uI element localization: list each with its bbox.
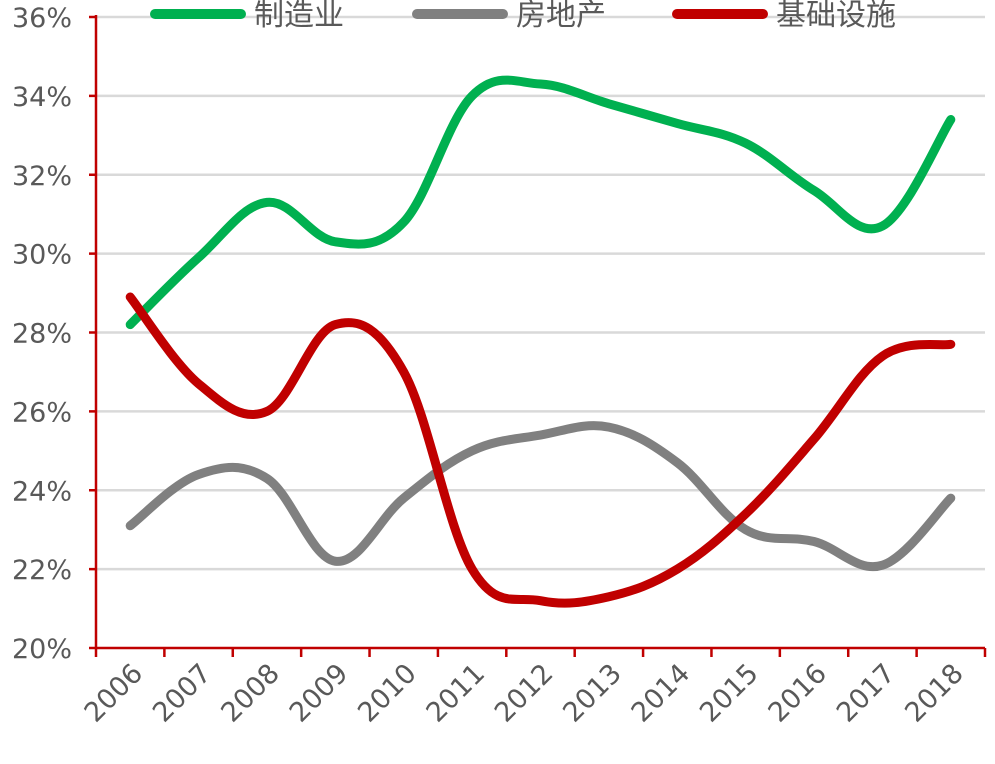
x-tick-label: 2009 (284, 658, 355, 729)
x-tick-label: 2008 (215, 658, 286, 729)
y-tick-label: 30% (12, 240, 72, 271)
legend: 制造业 房地产 基础设施 (150, 0, 896, 33)
y-tick-label: 32% (12, 161, 72, 192)
series-line-1 (125, 75, 956, 330)
x-tick-label: 2010 (352, 658, 423, 729)
x-tick-label: 2013 (557, 658, 628, 729)
x-tick-label: 2007 (147, 658, 218, 729)
x-tick-label: 2011 (421, 658, 492, 729)
x-tick-label: 2018 (899, 658, 970, 729)
gridlines (96, 15, 985, 571)
y-tick-label: 26% (12, 397, 72, 428)
y-tick-label: 22% (12, 555, 72, 586)
axes (89, 15, 987, 657)
x-tick-label: 2006 (79, 658, 150, 729)
legend-label: 制造业 (254, 0, 344, 33)
y-tick-label: 20% (12, 634, 72, 665)
x-tick-label: 2012 (489, 658, 560, 729)
series-line-3 (125, 292, 956, 608)
y-tick-label: 28% (12, 319, 72, 350)
series-lines (125, 75, 956, 608)
x-axis-tick-labels: 2006200720082009201020112012201320142015… (79, 658, 970, 729)
x-tick-label: 2017 (831, 658, 902, 729)
y-tick-label: 34% (12, 82, 72, 113)
x-tick-label: 2014 (626, 658, 697, 729)
x-tick-label: 2015 (694, 658, 765, 729)
y-axis-tick-labels: 20% 22% 24% 26% 28% 30% 32% 34% 36% (12, 3, 72, 665)
series-line-2 (125, 421, 956, 572)
legend-label: 房地产 (516, 0, 606, 33)
legend-label: 基础设施 (776, 0, 896, 33)
y-tick-label: 24% (12, 476, 72, 507)
x-tick-label: 2016 (762, 658, 833, 729)
y-tick-label: 36% (12, 3, 72, 34)
